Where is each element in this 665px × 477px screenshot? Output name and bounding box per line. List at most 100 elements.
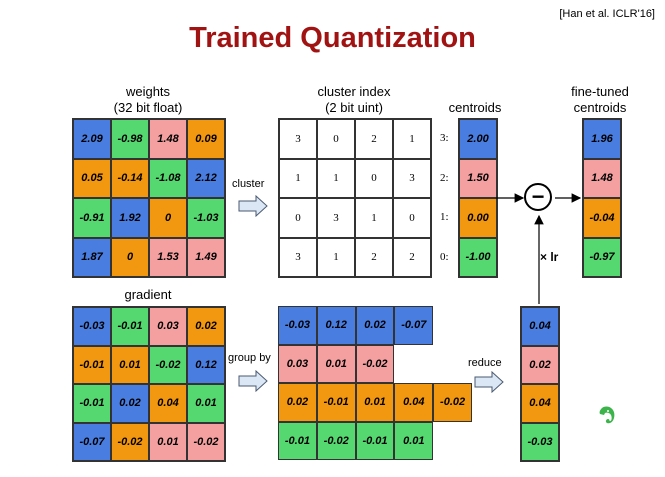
weight-cell: 0.05 — [73, 158, 111, 198]
grouped-gradient-cell: -0.01 — [316, 383, 356, 422]
weight-cell: 0 — [149, 198, 187, 238]
weight-cell: -0.14 — [111, 158, 149, 198]
weights-matrix: 2.09 -0.98 1.48 0.09 0.05 -0.14 -1.08 2.12 -0.91… — [72, 118, 226, 278]
centroid-index-label: 2: — [440, 171, 449, 184]
centroid-cell: -1.00 — [459, 237, 497, 277]
cluster-index-cell: 1 — [279, 158, 317, 198]
grouped-gradient-cell: -0.01 — [355, 421, 395, 460]
gradient-cell: 0.01 — [111, 345, 149, 384]
reduce-arrow-icon — [474, 371, 504, 393]
centroid-index-label: 0: — [440, 250, 449, 263]
gradient-cell: -0.02 — [111, 422, 149, 461]
weight-cell: 1.92 — [111, 198, 149, 238]
gradient-cell: 0.02 — [111, 384, 149, 423]
gradient-cell: -0.01 — [73, 384, 111, 423]
grouped-gradient-cell: 0.02 — [355, 306, 395, 345]
group-by-label: group by — [228, 352, 271, 364]
gradient-cell: 0.01 — [149, 422, 187, 461]
centroid-cell: 1.50 — [459, 158, 497, 198]
gradient-cell: -0.02 — [187, 422, 225, 461]
grouped-gradient-cell: -0.01 — [278, 421, 317, 460]
reduced-gradient-cell: -0.03 — [521, 422, 559, 461]
cluster-index-cell: 1 — [317, 237, 355, 277]
weight-cell: 2.12 — [187, 158, 225, 198]
cluster-index-cell: 3 — [279, 119, 317, 159]
gradient-cell: 0.01 — [187, 384, 225, 423]
reduced-gradient-cell: 0.02 — [521, 345, 559, 384]
cluster-index-label: cluster index (2 bit uint) — [278, 84, 430, 116]
minus-operator-icon: − — [524, 183, 552, 211]
cluster-index-cell: 0 — [355, 158, 393, 198]
cluster-arrow-icon — [238, 195, 268, 217]
weight-cell: 1.53 — [149, 237, 187, 277]
grouped-gradient-cell: 0.04 — [394, 383, 434, 422]
gradient-cell: -0.01 — [111, 307, 149, 346]
reduce-label: reduce — [468, 357, 502, 369]
centroid-indices: 3: 2: 1: 0: — [440, 118, 458, 276]
reduced-gradient-cell: 0.04 — [521, 307, 559, 346]
grouped-gradient-cell: -0.03 — [278, 306, 317, 345]
grouped-gradients: -0.03 0.12 0.02 -0.07 0.03 0.01 -0.02 0.02 -0.01… — [278, 306, 472, 460]
weight-cell: -1.03 — [187, 198, 225, 238]
weight-cell: -1.08 — [149, 158, 187, 198]
gradient-cell: -0.07 — [73, 422, 111, 461]
gradient-cell: -0.03 — [73, 307, 111, 346]
cluster-index-cell: 3 — [317, 198, 355, 238]
weight-cell: 1.87 — [73, 237, 111, 277]
weights-label: weights (32 bit float) — [72, 84, 224, 116]
reduced-gradient-cell: 0.04 — [521, 384, 559, 423]
lr-label: × lr — [540, 250, 559, 264]
gradient-cell: -0.01 — [73, 345, 111, 384]
cluster-label: cluster — [232, 178, 265, 190]
finetuned-cell: -0.97 — [583, 237, 621, 277]
cluster-index-cell: 0 — [393, 198, 431, 238]
finetuned-cell: -0.04 — [583, 198, 621, 238]
cluster-index-cell: 1 — [317, 158, 355, 198]
finetuned-label: fine-tuned centroids — [560, 84, 640, 116]
grouped-gradient-cell: 0.02 — [278, 383, 317, 422]
grouped-gradient-cell: 0.01 — [316, 344, 356, 383]
grouped-gradient-cell: 0.01 — [355, 383, 395, 422]
centroids-label: centroids — [448, 100, 502, 115]
weight-cell: 1.49 — [187, 237, 225, 277]
centroid-index-label: 3: — [440, 132, 449, 144]
centroid-cell: 0.00 — [459, 198, 497, 238]
finetuned-label-line2: centroids — [573, 100, 627, 115]
finetuned-label-line1: fine-tuned — [571, 84, 629, 99]
weight-cell: 1.48 — [149, 119, 187, 159]
citation: [Han et al. ICLR'16] — [559, 8, 655, 20]
cluster-index-cell: 2 — [393, 237, 431, 277]
evernote-elephant-icon — [598, 405, 616, 430]
centroids-column: 2.00 1.50 0.00 -1.00 — [458, 118, 498, 278]
cluster-index-cell: 3 — [393, 158, 431, 198]
grouped-gradient-cell: 0.03 — [278, 344, 317, 383]
grouped-gradient-cell: -0.07 — [394, 306, 434, 345]
cluster-index-label-line2: (2 bit uint) — [325, 100, 383, 115]
weight-cell: 0 — [111, 237, 149, 277]
gradient-cell: 0.02 — [187, 307, 225, 346]
gradient-label: gradient — [124, 287, 172, 302]
grouped-gradient-cell: -0.02 — [316, 421, 356, 460]
centroid-cell: 2.00 — [459, 119, 497, 159]
cluster-index-label-line1: cluster index — [317, 84, 391, 99]
weights-label-line2: (32 bit float) — [113, 100, 183, 115]
gradient-cell: -0.02 — [149, 345, 187, 384]
finetuned-cell: 1.48 — [583, 158, 621, 198]
cluster-index-cell: 0 — [317, 119, 355, 159]
cluster-index-cell: 2 — [355, 237, 393, 277]
grouped-gradient-cell: 0.01 — [394, 421, 434, 460]
weight-cell: 2.09 — [73, 119, 111, 159]
grouped-gradient-cell: 0.12 — [316, 306, 356, 345]
grouped-gradient-cell: -0.02 — [355, 344, 395, 383]
cluster-index-cell: 0 — [279, 198, 317, 238]
weight-cell: 0.09 — [187, 119, 225, 159]
reduced-gradients-column: 0.04 0.02 0.04 -0.03 — [520, 306, 560, 462]
cluster-index-cell: 1 — [355, 198, 393, 238]
gradient-cell: 0.03 — [149, 307, 187, 346]
weight-cell: -0.98 — [111, 119, 149, 159]
finetuned-centroids-column: 1.96 1.48 -0.04 -0.97 — [582, 118, 622, 278]
weights-label-line1: weights — [125, 84, 171, 99]
centroid-index-label: 1: — [440, 211, 449, 223]
